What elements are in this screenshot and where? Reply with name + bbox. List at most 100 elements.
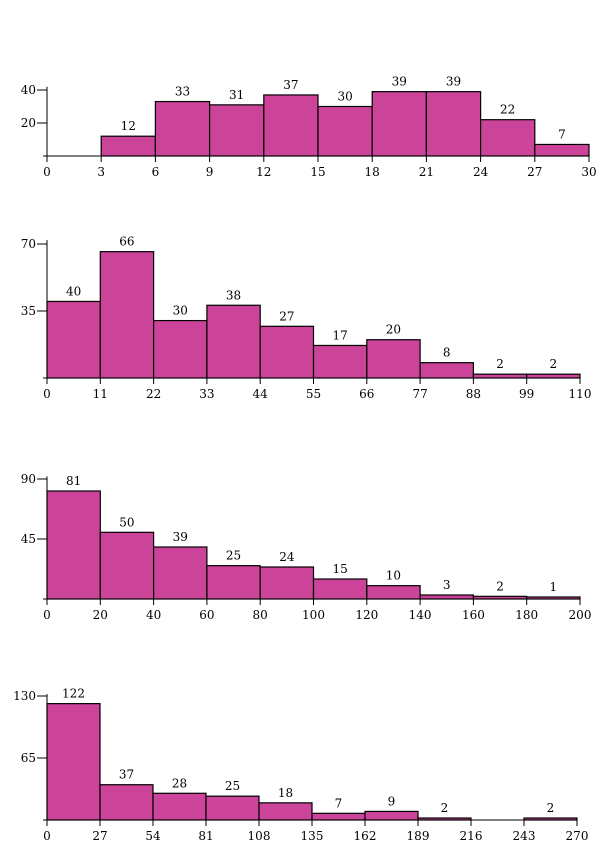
x-tick-label: 40 bbox=[146, 608, 161, 622]
x-tick-label: 6 bbox=[152, 165, 160, 179]
bar-value-label: 33 bbox=[175, 85, 190, 99]
bar-value-label: 1 bbox=[550, 580, 558, 594]
bar-value-label: 22 bbox=[500, 103, 515, 117]
x-tick-label: 216 bbox=[460, 829, 483, 843]
bar bbox=[364, 810, 419, 821]
x-tick-label: 110 bbox=[569, 387, 592, 401]
bar bbox=[152, 792, 207, 821]
bar-value-label: 9 bbox=[388, 794, 396, 808]
y-tick-label: 130 bbox=[13, 689, 36, 703]
y-tick-label: 45 bbox=[21, 532, 36, 546]
bar-value-label: 20 bbox=[386, 323, 401, 337]
histogram-4: 122 37 28 25 18 7 9 2 2 0 27 54 81 108 135 162 189 216 243… bbox=[13, 687, 588, 843]
bar bbox=[419, 362, 475, 379]
x-tick-label: 77 bbox=[412, 387, 427, 401]
y-tick-label: 65 bbox=[21, 751, 36, 765]
bar bbox=[99, 531, 155, 600]
bar-value-label: 122 bbox=[62, 687, 85, 701]
bar bbox=[46, 300, 101, 379]
bar bbox=[534, 143, 590, 157]
bar bbox=[153, 546, 208, 600]
y-tick-label: 35 bbox=[21, 304, 36, 318]
bar bbox=[205, 795, 260, 821]
bar bbox=[312, 578, 368, 600]
x-tick-label: 0 bbox=[43, 387, 51, 401]
x-tick-label: 162 bbox=[354, 829, 377, 843]
bar bbox=[263, 94, 319, 157]
x-tick-label: 243 bbox=[513, 829, 536, 843]
bar-value-label: 30 bbox=[337, 90, 352, 104]
x-tick-label: 27 bbox=[527, 165, 542, 179]
bar-value-label: 37 bbox=[119, 768, 134, 782]
x-tick-label: 135 bbox=[301, 829, 324, 843]
bar bbox=[206, 565, 261, 600]
bar-value-label: 50 bbox=[119, 515, 134, 529]
bar bbox=[206, 304, 261, 379]
bar-value-label: 39 bbox=[446, 75, 461, 89]
x-tick-label: 30 bbox=[581, 165, 596, 179]
bar bbox=[312, 344, 368, 379]
x-tick-label: 18 bbox=[365, 165, 380, 179]
bar-value-label: 15 bbox=[333, 562, 348, 576]
x-tick-label: 140 bbox=[409, 608, 432, 622]
bar-value-label: 7 bbox=[335, 796, 343, 810]
bar bbox=[99, 784, 154, 821]
bar bbox=[317, 105, 373, 157]
x-tick-label: 55 bbox=[306, 387, 321, 401]
x-tick-label: 3 bbox=[97, 165, 105, 179]
bar-value-label: 25 bbox=[225, 779, 240, 793]
bar bbox=[311, 812, 366, 821]
bar bbox=[46, 490, 101, 600]
x-tick-label: 24 bbox=[473, 165, 489, 179]
x-tick-label: 12 bbox=[256, 165, 271, 179]
histogram-1: 12 33 31 37 30 39 39 22 7 0 3 6 9 12 15 18 21 24 27 30 20 40 bbox=[21, 75, 597, 179]
bar-value-label: 38 bbox=[226, 288, 241, 302]
bar-value-label: 2 bbox=[441, 801, 449, 815]
bar-value-label: 39 bbox=[173, 530, 188, 544]
x-tick-label: 11 bbox=[93, 387, 108, 401]
bar-value-label: 24 bbox=[279, 550, 295, 564]
x-tick-label: 22 bbox=[146, 387, 161, 401]
bar-value-label: 10 bbox=[386, 569, 401, 583]
bar bbox=[259, 566, 315, 600]
bar-value-label: 81 bbox=[66, 474, 81, 488]
bar-value-label: 2 bbox=[547, 801, 555, 815]
x-tick-label: 200 bbox=[569, 608, 592, 622]
bar-value-label: 2 bbox=[550, 357, 558, 371]
x-tick-label: 81 bbox=[198, 829, 213, 843]
x-tick-label: 0 bbox=[43, 608, 51, 622]
bar bbox=[366, 585, 421, 600]
bar bbox=[472, 373, 528, 379]
x-tick-label: 27 bbox=[92, 829, 107, 843]
bar bbox=[153, 319, 208, 379]
bar-value-label: 30 bbox=[173, 304, 188, 318]
bar bbox=[366, 339, 421, 379]
x-tick-label: 54 bbox=[145, 829, 161, 843]
bar-value-label: 2 bbox=[496, 357, 504, 371]
bar-value-label: 28 bbox=[172, 776, 187, 790]
x-tick-label: 99 bbox=[519, 387, 534, 401]
bar bbox=[425, 91, 482, 157]
bar-value-label: 7 bbox=[558, 127, 566, 141]
bar bbox=[371, 91, 428, 157]
x-tick-label: 100 bbox=[302, 608, 325, 622]
y-tick-label: 20 bbox=[21, 116, 36, 130]
x-tick-label: 44 bbox=[253, 387, 269, 401]
x-tick-label: 189 bbox=[407, 829, 430, 843]
bar bbox=[46, 703, 101, 821]
bar-value-label: 27 bbox=[279, 309, 294, 323]
bar bbox=[209, 104, 265, 157]
y-tick-label: 70 bbox=[21, 237, 36, 251]
bar bbox=[419, 594, 475, 600]
bar-value-label: 8 bbox=[443, 346, 451, 360]
x-tick-label: 180 bbox=[515, 608, 538, 622]
x-tick-label: 33 bbox=[199, 387, 214, 401]
x-tick-label: 20 bbox=[93, 608, 108, 622]
x-tick-label: 108 bbox=[248, 829, 271, 843]
x-tick-label: 0 bbox=[43, 829, 51, 843]
bar bbox=[258, 802, 313, 821]
bar-value-label: 25 bbox=[226, 549, 241, 563]
bar bbox=[259, 325, 315, 379]
